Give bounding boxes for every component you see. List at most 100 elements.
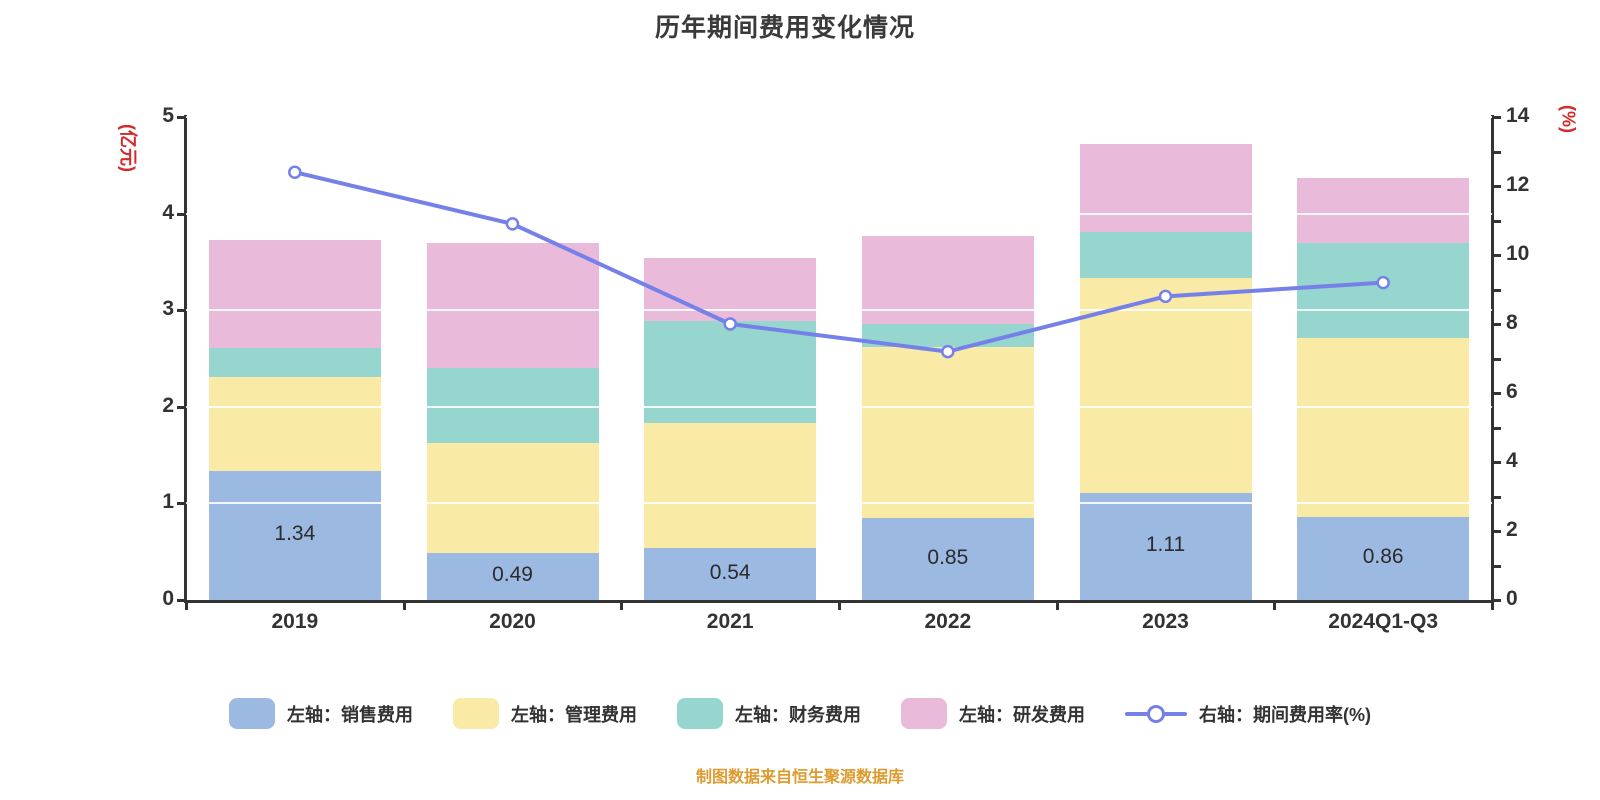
- right-axis-tick-label: 2: [1506, 518, 1518, 541]
- line-marker[interactable]: [723, 317, 737, 331]
- x-axis-tick: [185, 600, 188, 610]
- bar-segment-左轴：财务费用-2019[interactable]: [208, 347, 381, 377]
- bar-segment-左轴：销售费用-2019[interactable]: [208, 470, 381, 600]
- x-axis-tick: [620, 600, 624, 610]
- bar-segment-左轴：研发费用-2023[interactable]: [1079, 144, 1252, 232]
- bar-segment-左轴：管理费用-2022[interactable]: [861, 346, 1034, 518]
- left-axis-tick-label: 2: [162, 393, 174, 417]
- legend-line-dot-icon: [1125, 698, 1187, 729]
- left-axis-tick-label: 5: [162, 104, 174, 127]
- right-axis-tick: [1492, 599, 1501, 602]
- gridline: [186, 502, 1492, 505]
- left-axis-tick: [177, 309, 186, 313]
- bar-segment-左轴：财务费用-2024Q1-Q3[interactable]: [1297, 242, 1470, 339]
- x-axis-tick: [1491, 600, 1494, 610]
- right-axis-tick: [1492, 219, 1501, 223]
- bar-segment-左轴：研发费用-2024Q1-Q3[interactable]: [1297, 177, 1470, 243]
- right-axis-tick: [1492, 185, 1501, 188]
- bar-segment-左轴：销售费用-2023[interactable]: [1079, 492, 1252, 600]
- legend: 左轴：销售费用 左轴：管理费用 左轴：财务费用 左轴：研发费用 右轴：期间费用率(%): [0, 698, 1600, 729]
- x-axis-label-2021: 2021: [706, 610, 754, 633]
- right-axis-tick: [1492, 564, 1501, 568]
- left-axis-tick-label: 4: [162, 200, 174, 224]
- right-axis-tick: [1492, 150, 1501, 154]
- left-axis-tick-label: 0: [162, 587, 174, 610]
- right-axis-tick: [1492, 461, 1501, 464]
- right-axis-tick: [1492, 288, 1501, 292]
- left-axis-line: [184, 115, 187, 603]
- bar-value-label: 0.54: [709, 560, 751, 584]
- legend-swatch-icon: [677, 698, 723, 729]
- left-axis-tick-label: 1: [162, 490, 174, 514]
- x-axis-tick: [402, 600, 406, 610]
- x-axis-label-2022: 2022: [924, 610, 972, 633]
- bar-segment-左轴：研发费用-2022[interactable]: [861, 235, 1034, 324]
- right-axis-tick: [1492, 357, 1501, 361]
- x-axis-label-2019: 2019: [271, 610, 319, 633]
- right-axis-tick: [1492, 426, 1501, 430]
- right-axis-tick-label: 14: [1506, 104, 1530, 127]
- line-marker[interactable]: [1376, 275, 1390, 290]
- left-axis-tick: [177, 405, 186, 409]
- right-axis-tick: [1492, 530, 1501, 533]
- right-axis-tick: [1492, 392, 1501, 395]
- legend-item-4[interactable]: 右轴：期间费用率(%): [1125, 698, 1371, 729]
- legend-label: 右轴：期间费用率(%): [1199, 704, 1371, 725]
- legend-label: 左轴：销售费用: [287, 704, 413, 725]
- left-axis-tick-label: 3: [162, 297, 174, 321]
- right-axis-tick-label: 0: [1506, 587, 1518, 610]
- bar-value-label: 1.11: [1145, 533, 1186, 557]
- x-axis-label-2024Q1-Q3: 2024Q1-Q3: [1328, 610, 1439, 633]
- legend-item-0[interactable]: 左轴：销售费用: [229, 698, 413, 729]
- left-axis-tick: [177, 116, 186, 119]
- legend-label: 左轴：管理费用: [511, 704, 637, 725]
- x-axis-label-2023: 2023: [1142, 610, 1189, 633]
- bar-segment-左轴：销售费用-2022[interactable]: [861, 517, 1034, 600]
- gridline: [186, 405, 1492, 408]
- bar-segment-左轴：管理费用-2019[interactable]: [208, 376, 381, 471]
- left-axis-unit-label: (亿元): [118, 124, 138, 172]
- legend-swatch-icon: [229, 698, 275, 729]
- right-axis-tick-label: 10: [1506, 242, 1530, 265]
- x-axis-tick: [1055, 600, 1059, 610]
- rate-line-layer: [288, 165, 1390, 359]
- right-axis-tick-label: 12: [1506, 173, 1530, 196]
- bar-segment-左轴：销售费用-2020[interactable]: [426, 552, 599, 600]
- left-axis-tick: [177, 599, 186, 602]
- line-marker[interactable]: [505, 217, 520, 231]
- right-axis-tick-label: 8: [1506, 311, 1518, 334]
- bar-segment-左轴：管理费用-2024Q1-Q3[interactable]: [1297, 338, 1470, 517]
- bar-segment-左轴：财务费用-2020[interactable]: [426, 368, 599, 443]
- x-axis-tick: [838, 600, 841, 610]
- left-axis-tick: [177, 212, 186, 216]
- legend-item-3[interactable]: 左轴：研发费用: [901, 698, 1085, 729]
- bar-segment-左轴：管理费用-2023[interactable]: [1079, 278, 1252, 493]
- bar-value-label: 0.49: [492, 563, 533, 587]
- bar-segment-左轴：销售费用-2021[interactable]: [644, 547, 817, 600]
- bar-segment-左轴：管理费用-2021[interactable]: [644, 423, 817, 548]
- line-marker[interactable]: [288, 165, 302, 179]
- expense-rate-line: [292, 170, 1386, 354]
- bar-segment-左轴：销售费用-2024Q1-Q3[interactable]: [1297, 516, 1470, 600]
- legend-item-1[interactable]: 左轴：管理费用: [453, 698, 637, 729]
- bar-value-label: 0.86: [1362, 545, 1404, 569]
- legend-swatch-icon: [453, 698, 499, 729]
- legend-label: 左轴：研发费用: [959, 704, 1085, 725]
- bar-segment-左轴：研发费用-2020[interactable]: [426, 242, 599, 369]
- bar-segment-左轴：财务费用-2023[interactable]: [1079, 231, 1252, 279]
- line-marker[interactable]: [941, 344, 955, 359]
- gridline: [186, 309, 1492, 312]
- gridline: [186, 116, 1492, 118]
- x-axis-tick: [1273, 600, 1277, 610]
- legend-item-2[interactable]: 左轴：财务费用: [677, 698, 861, 729]
- right-axis-tick: [1492, 116, 1501, 119]
- legend-swatch-icon: [901, 698, 947, 729]
- source-note: 制图数据来自恒生聚源数据库: [695, 769, 904, 786]
- bar-segment-左轴：研发费用-2019[interactable]: [208, 239, 381, 348]
- chart-title: 历年期间费用变化情况: [654, 14, 915, 42]
- right-axis-tick: [1492, 254, 1501, 257]
- legend-label: 左轴：财务费用: [735, 704, 861, 725]
- line-marker[interactable]: [1158, 289, 1173, 304]
- bar-segment-左轴：管理费用-2020[interactable]: [426, 442, 599, 553]
